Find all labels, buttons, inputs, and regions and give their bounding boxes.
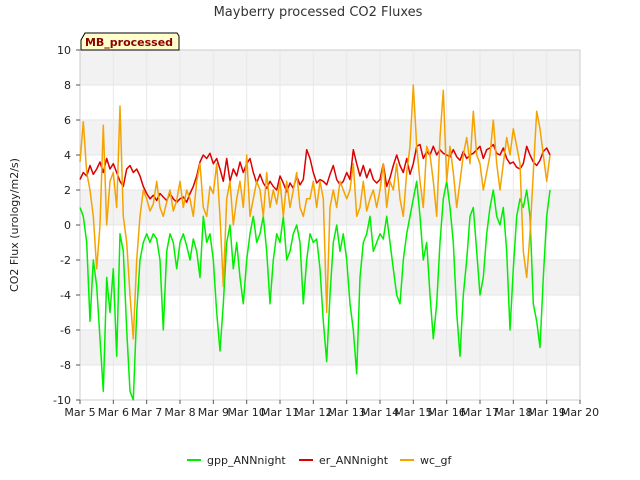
grid-band bbox=[80, 330, 580, 365]
y-tick-label: -10 bbox=[53, 394, 71, 407]
legend: gpp_ANNnight er_ANNnight wc_gf bbox=[187, 454, 453, 467]
x-tick-label: Mar 7 bbox=[131, 406, 162, 419]
site-badge: MB_processed bbox=[80, 32, 180, 51]
x-tick-label: Mar 9 bbox=[198, 406, 229, 419]
y-tick-label: 4 bbox=[64, 149, 71, 162]
y-tick-label: 8 bbox=[64, 79, 71, 92]
legend-item-er_ANNnight: er_ANNnight bbox=[299, 454, 389, 467]
x-tick-label: Mar 19 bbox=[528, 406, 566, 419]
site-badge-label: MB_processed bbox=[85, 36, 173, 49]
series-layer bbox=[79, 84, 551, 401]
x-gridlines bbox=[79, 50, 581, 400]
grid-band bbox=[80, 50, 580, 85]
y-tick-label: 6 bbox=[64, 114, 71, 127]
x-tick-label: Mar 13 bbox=[328, 406, 366, 419]
chart-title: Mayberry processed CO2 Fluxes bbox=[214, 5, 423, 20]
site-badge-box bbox=[80, 32, 180, 51]
series-line-wc_gf bbox=[79, 84, 551, 340]
grid-band bbox=[80, 85, 580, 120]
grid-band bbox=[80, 365, 580, 400]
y-tick-label: -8 bbox=[60, 359, 71, 372]
x-tick-label: Mar 11 bbox=[261, 406, 299, 419]
x-tick-label: Mar 16 bbox=[428, 406, 466, 419]
y-tick-label: 10 bbox=[57, 44, 71, 57]
legend-label: er_ANNnight bbox=[319, 454, 389, 467]
x-tick-label: Mar 12 bbox=[294, 406, 332, 419]
x-tick-label: Mar 14 bbox=[361, 406, 399, 419]
y-tick-label: 0 bbox=[64, 219, 71, 232]
legend-label: gpp_ANNnight bbox=[207, 454, 286, 467]
legend-item-wc_gf: wc_gf bbox=[400, 454, 453, 467]
x-tick-label: Mar 17 bbox=[461, 406, 499, 419]
x-tick-label: Mar 8 bbox=[164, 406, 195, 419]
y-axis: -10 -8 -6 -4 -2 0 2 4 6 8 10 bbox=[53, 44, 80, 407]
y-tick-label: -4 bbox=[60, 289, 71, 302]
x-tick-label: Mar 5 bbox=[64, 406, 95, 419]
x-tick-label: Mar 20 bbox=[561, 406, 599, 419]
y-tick-label: -2 bbox=[60, 254, 71, 267]
legend-item-gpp_ANNnight: gpp_ANNnight bbox=[187, 454, 286, 467]
grid-band bbox=[80, 120, 580, 155]
x-tick-label: Mar 6 bbox=[98, 406, 129, 419]
y-tick-label: -6 bbox=[60, 324, 71, 337]
x-tick-label: Mar 15 bbox=[394, 406, 432, 419]
y-axis-label: CO2 Flux (urology/m2/s) bbox=[8, 158, 21, 292]
x-tick-label: Mar 18 bbox=[494, 406, 532, 419]
y-tick-label: 2 bbox=[64, 184, 71, 197]
legend-label: wc_gf bbox=[420, 454, 453, 467]
series-line-gpp_ANNnight bbox=[79, 180, 551, 401]
x-tick-label: Mar 10 bbox=[228, 406, 266, 419]
